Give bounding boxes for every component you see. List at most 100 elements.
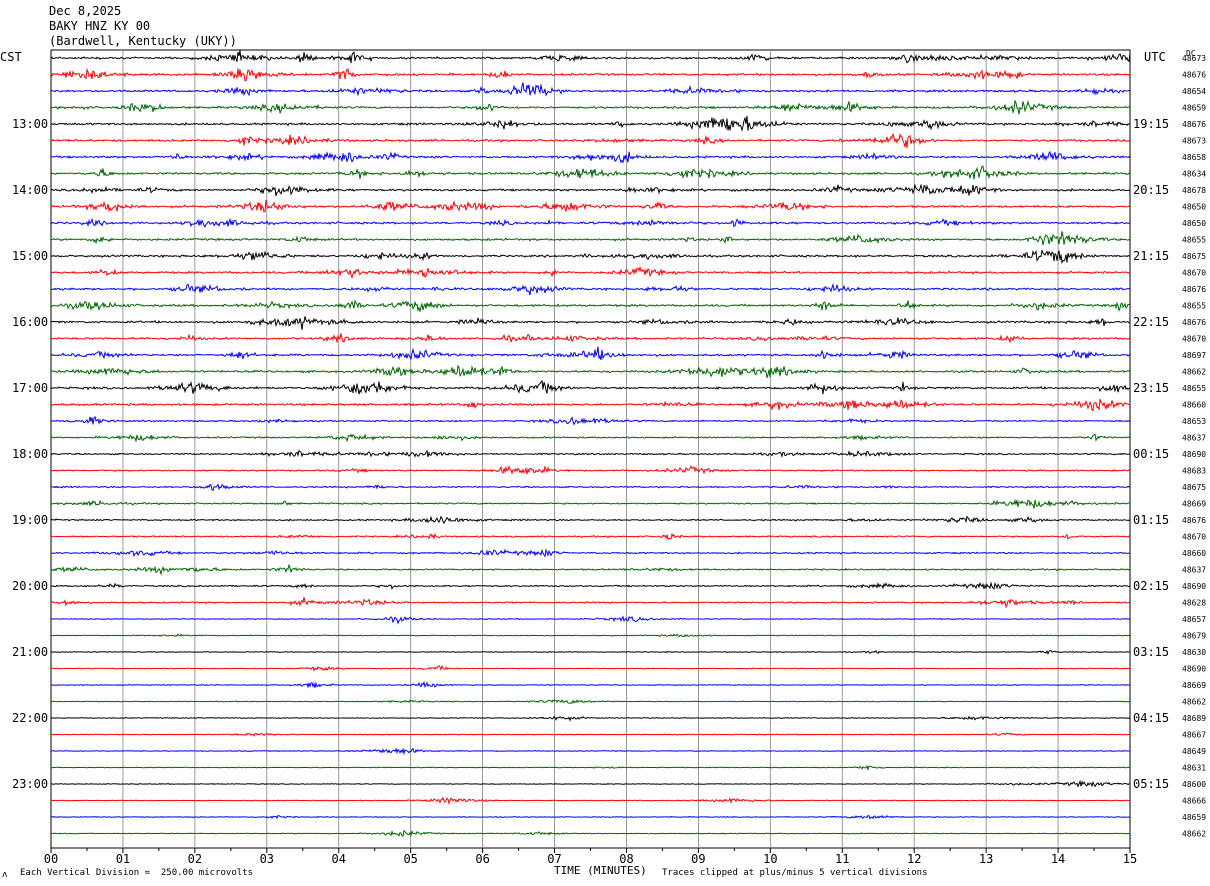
seismic-trace-row: [50, 282, 1131, 296]
dc-offset-label: 48673: [1182, 137, 1206, 146]
right-hour-label: 02:15: [1133, 579, 1169, 593]
seismic-trace-row: [51, 316, 1131, 330]
right-hour-label: 21:15: [1133, 249, 1169, 263]
seismic-trace-row: [50, 433, 1131, 443]
dc-offset-label: 48600: [1182, 780, 1206, 789]
seismic-trace-row: [50, 379, 1131, 395]
seismic-trace-row: [50, 183, 1131, 196]
seismic-trace-row: [50, 515, 1131, 525]
dc-offset-label: 48650: [1182, 203, 1206, 212]
x-tick-label: 10: [763, 852, 777, 866]
seismic-trace-row: [50, 764, 1131, 772]
left-timezone-label: CST: [0, 50, 22, 64]
dc-offset-label: 48666: [1182, 797, 1206, 806]
dc-offset-label: 48675: [1182, 252, 1206, 261]
dc-label: DC: [1186, 49, 1196, 58]
dc-offset-label: 48660: [1182, 401, 1206, 410]
scale-note: Each Vertical Division = 250.00 microvol…: [20, 868, 253, 878]
dc-offset-label: 48676: [1182, 285, 1206, 294]
dc-offset-label: 48690: [1182, 665, 1206, 674]
dc-offset-label: 48657: [1182, 615, 1206, 624]
x-tick-label: 14: [1051, 852, 1065, 866]
seismic-trace-row: [51, 699, 1131, 704]
right-hour-label: 05:15: [1133, 777, 1169, 791]
seismic-trace-row: [51, 814, 1130, 820]
seismic-trace-row: [50, 747, 1131, 756]
x-axis-title: TIME (MINUTES): [554, 864, 647, 877]
seismic-trace-row: [50, 680, 1131, 689]
seismic-trace-row: [50, 150, 1131, 164]
dc-offset-label: 48660: [1182, 549, 1206, 558]
seismic-trace-row: [50, 82, 1131, 97]
dc-offset-label: 48637: [1182, 566, 1206, 575]
left-hour-label: 15:00: [12, 249, 48, 263]
dc-offset-label: 48669: [1182, 500, 1206, 509]
seismic-trace-row: [50, 50, 1131, 64]
seismic-trace-row: [50, 449, 1131, 459]
dc-offset-label: 48654: [1182, 87, 1206, 96]
seismic-trace-row: [50, 415, 1131, 426]
dc-offset-label: 48690: [1182, 450, 1206, 459]
left-hour-label: 16:00: [12, 315, 48, 329]
dc-offset-label: 48678: [1182, 186, 1206, 195]
dc-offset-label: 48630: [1182, 648, 1206, 657]
dc-offset-label: 48667: [1182, 731, 1206, 740]
seismic-trace-row: [50, 715, 1130, 722]
seismic-trace-row: [50, 796, 1130, 806]
dc-offset-label: 48650: [1182, 219, 1206, 228]
dc-offset-label: 48659: [1182, 104, 1206, 113]
dc-offset-label: 48655: [1182, 384, 1206, 393]
dc-offset-label: 48659: [1182, 813, 1206, 822]
x-tick-label: 03: [260, 852, 274, 866]
seismic-trace-row: [50, 249, 1131, 265]
left-hour-label: 20:00: [12, 579, 48, 593]
x-tick-label: 00: [44, 852, 58, 866]
right-hour-label: 23:15: [1133, 381, 1169, 395]
dc-offset-label: 48662: [1182, 368, 1206, 377]
x-tick-label: 13: [979, 852, 993, 866]
dc-offset-label: 48679: [1182, 632, 1206, 641]
left-hour-label: 18:00: [12, 447, 48, 461]
x-tick-label: 02: [188, 852, 202, 866]
seismic-trace-row: [50, 465, 1131, 475]
dc-offset-label: 48631: [1182, 764, 1206, 773]
seismic-trace-row: [50, 299, 1131, 312]
dc-offset-label: 48670: [1182, 533, 1206, 542]
seismic-trace-row: [50, 199, 1131, 213]
seismic-trace-row: [51, 581, 1131, 590]
right-hour-label: 22:15: [1133, 315, 1169, 329]
dc-offset-label: 48634: [1182, 170, 1206, 179]
seismic-trace-row: [50, 483, 1131, 492]
x-tick-label: 01: [116, 852, 130, 866]
seismic-trace-row: [50, 133, 1131, 148]
right-hour-label: 04:15: [1133, 711, 1169, 725]
seismic-trace-row: [51, 732, 1131, 737]
dc-offset-label: 48658: [1182, 153, 1206, 162]
right-timezone-label: UTC: [1144, 50, 1166, 64]
right-hour-label: 01:15: [1133, 513, 1169, 527]
seismic-trace-row: [50, 346, 1131, 361]
dc-offset-label: 48662: [1182, 698, 1206, 707]
dc-offset-label: 48676: [1182, 318, 1206, 327]
right-hour-label: 20:15: [1133, 183, 1169, 197]
seismic-trace-row: [50, 633, 1131, 638]
seismic-trace-row: [50, 532, 1131, 540]
left-hour-label: 23:00: [12, 777, 48, 791]
left-hour-label: 17:00: [12, 381, 48, 395]
dc-offset-label: 48676: [1182, 516, 1206, 525]
seismic-trace-row: [50, 399, 1131, 412]
seismic-trace-row: [50, 498, 1131, 509]
x-tick-label: 09: [691, 852, 705, 866]
x-tick-label: 05: [403, 852, 417, 866]
x-tick-label: 15: [1123, 852, 1137, 866]
dc-offset-label: 48689: [1182, 714, 1206, 723]
dc-offset-label: 48637: [1182, 434, 1206, 443]
dc-offset-label: 48697: [1182, 351, 1206, 360]
left-hour-label: 22:00: [12, 711, 48, 725]
left-hour-label: 21:00: [12, 645, 48, 659]
x-tick-label: 11: [835, 852, 849, 866]
left-hour-label: 19:00: [12, 513, 48, 527]
x-tick-label: 07: [547, 852, 561, 866]
seismic-trace-row: [50, 649, 1130, 656]
left-hour-label: 13:00: [12, 117, 48, 131]
